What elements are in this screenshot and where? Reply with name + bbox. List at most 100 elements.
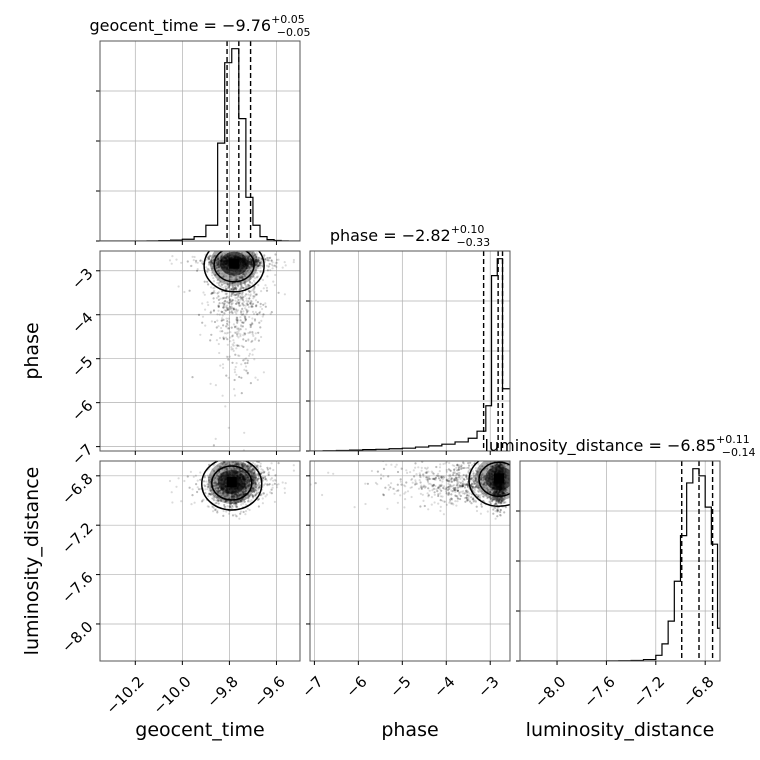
scatter-point (254, 299, 258, 302)
scatter-point (220, 494, 223, 497)
scatter-point (251, 261, 254, 264)
scatter-point (267, 265, 271, 268)
scatter-point (247, 262, 251, 265)
scatter-point (254, 481, 257, 484)
scatter-point (203, 476, 206, 479)
scatter-point (229, 282, 232, 285)
scatter-point (214, 264, 217, 268)
scatter-point (219, 269, 222, 272)
scatter-point (201, 302, 204, 305)
scatter-point (235, 493, 238, 496)
scatter-point (223, 461, 226, 464)
scatter-point (225, 295, 228, 298)
scatter-point (234, 468, 237, 471)
scatter-point (245, 482, 248, 485)
scatter-point (233, 325, 237, 328)
scatter-point (233, 288, 236, 291)
scatter-point (249, 302, 252, 305)
scatter-point (209, 487, 212, 490)
scatter-point (221, 394, 224, 397)
scatter-point (234, 493, 237, 496)
scatter-point (243, 282, 246, 285)
scatter-point (230, 302, 233, 305)
scatter-point (241, 293, 244, 296)
scatter-point (210, 262, 213, 265)
density-peak (229, 258, 240, 269)
scatter-point (218, 266, 221, 269)
scatter-point (262, 476, 265, 479)
scatter-point (238, 276, 241, 279)
scatter-point (248, 478, 251, 481)
scatter-point (252, 479, 255, 483)
scatter-point (243, 273, 246, 276)
scatter-point (241, 498, 244, 501)
scatter-point (235, 312, 238, 315)
scatter-point (234, 365, 237, 369)
scatter-point (226, 505, 229, 508)
scatter-point (213, 320, 217, 324)
scatter-point (259, 465, 262, 468)
scatter-point (270, 488, 273, 491)
scatter-point (246, 311, 249, 314)
scatter-point (249, 261, 252, 264)
scatter-point (207, 485, 210, 488)
scatter-point (248, 290, 251, 293)
scatter-point (218, 262, 221, 265)
scatter-point (307, 265, 309, 267)
scatter-point (225, 494, 228, 497)
scatter-point (247, 465, 250, 468)
scatter-point (247, 293, 250, 296)
scatter-point (240, 297, 243, 300)
scatter-point (213, 477, 217, 480)
scatter-point (249, 464, 252, 468)
scatter-point (217, 261, 220, 264)
panel-frame (309, 250, 511, 452)
scatter-point (191, 488, 194, 491)
scatter-point (232, 286, 235, 289)
scatter-point (216, 266, 219, 269)
scatter-point (244, 318, 247, 321)
scatter-point (211, 265, 214, 268)
scatter-point (232, 467, 235, 470)
scatter-point (253, 488, 256, 491)
scatter-point (211, 505, 214, 508)
scatter-point (246, 361, 249, 365)
scatter-point (222, 286, 225, 289)
scatter-point (206, 280, 209, 283)
scatter-point (238, 344, 241, 347)
scatter-point (250, 262, 253, 265)
scatter-point (233, 378, 236, 382)
scatter-point (240, 276, 244, 279)
scatter-point (273, 482, 276, 485)
scatter-point (233, 287, 236, 290)
scatter-point (256, 265, 260, 268)
scatter-point (238, 462, 241, 465)
scatter-point (232, 456, 234, 458)
scatter-point (212, 469, 216, 472)
scatter-point (222, 275, 225, 278)
scatter-point (239, 328, 242, 331)
scatter-point (229, 305, 232, 308)
scatter-point (247, 257, 250, 260)
scatter-point (239, 499, 242, 502)
scatter-point (232, 494, 235, 497)
scatter-point (186, 260, 189, 263)
scatter-point (257, 331, 260, 334)
scatter-point (245, 486, 248, 489)
scatter-point (224, 285, 227, 288)
scatter-point (203, 293, 206, 296)
scatter-point (226, 301, 229, 304)
scatter-point (234, 285, 237, 289)
scatter-point (222, 275, 225, 278)
scatter-point (229, 331, 232, 334)
scatter-point (222, 318, 225, 321)
scatter-point (234, 286, 237, 289)
scatter-point (257, 483, 260, 486)
scatter-point (244, 307, 247, 310)
scatter-point (264, 258, 267, 261)
scatter-point (206, 267, 209, 270)
scatter-point (216, 258, 219, 261)
scatter-point (217, 309, 220, 312)
scatter-point (245, 458, 247, 460)
scatter-point (244, 317, 247, 320)
